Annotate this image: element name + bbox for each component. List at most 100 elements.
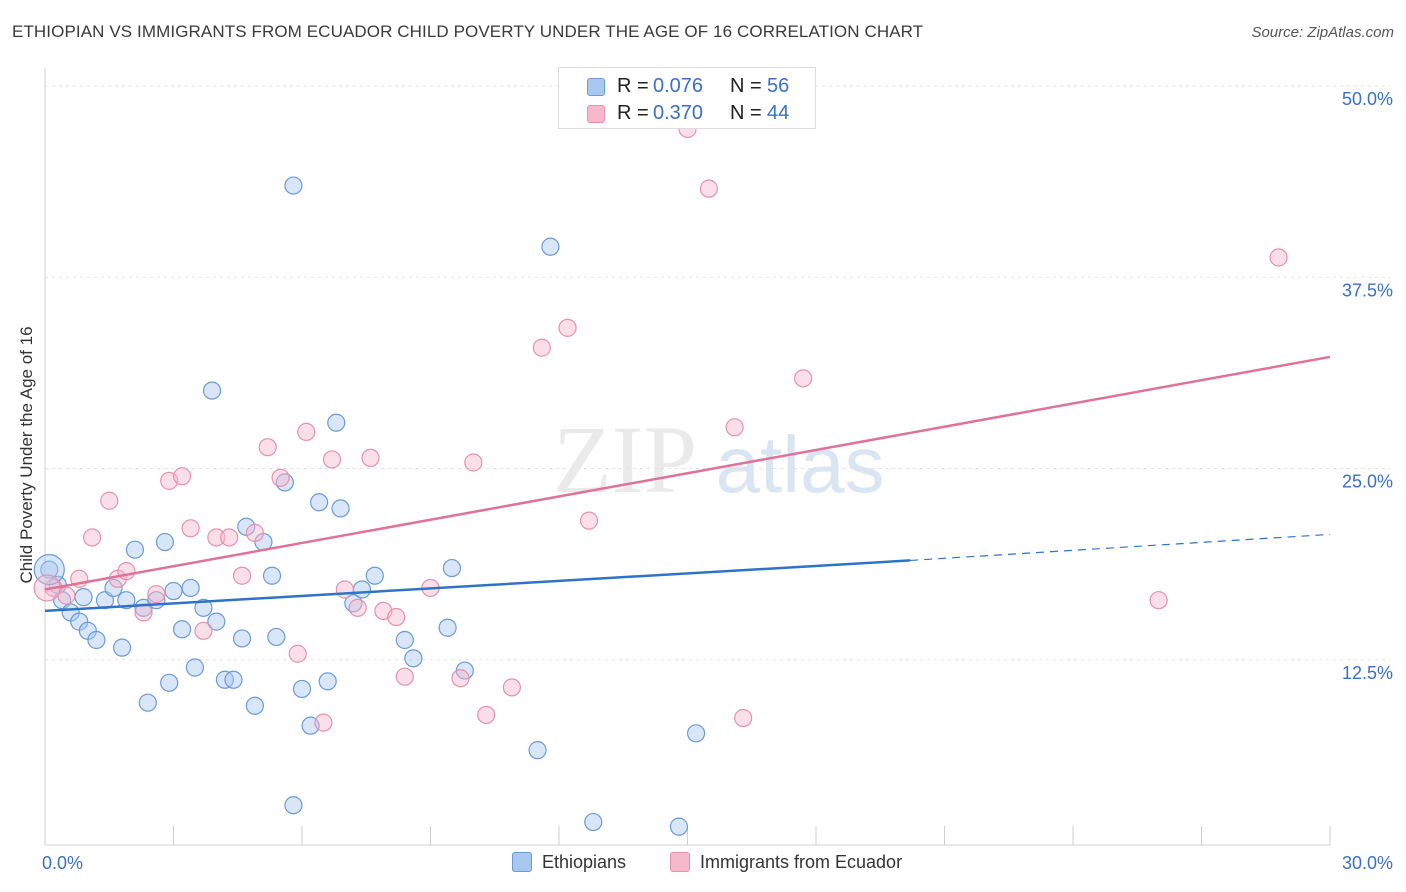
legend-n-value: 56 [767,75,790,97]
y-axis-title: Child Poverty Under the Age of 16 [17,326,36,584]
ethiopian-point [267,627,286,647]
legend-n-label: N = [730,102,762,124]
ethiopian-point [292,679,312,699]
ethiopian-point [117,591,136,610]
y-tick-label: 12.5% [1342,663,1393,683]
ecuador-point [579,511,599,530]
series-legend-ethiopians: Ethiopians [512,852,626,873]
ethiopian-point [686,724,706,743]
ethiopian-point [207,612,226,631]
x-tick-label: 30.0% [1342,853,1393,873]
ecuador-point [1269,248,1288,267]
ecuador-point [194,621,213,640]
tick-labels: 12.5% 25.0% 37.5% 50.0% 0.0% 30.0% [42,89,1393,873]
ethiopian-point [438,618,457,637]
ethiopian-point [87,630,106,650]
ethiopian-point [442,558,462,578]
ethiopian-point [160,673,179,692]
ecuador-point [147,584,166,604]
ecuador-point [558,318,577,337]
y-tick-label: 25.0% [1342,472,1393,492]
legend-r-value: 0.370 [653,102,704,124]
legend-r-label: R = [617,75,649,97]
ecuador-trend-line [44,355,1331,591]
ethiopian-point [584,812,603,832]
series-legend-label: Immigrants from Ecuador [700,852,903,872]
series-legend-swatch [512,852,532,872]
ethiopian-point [125,540,145,559]
ethiopian-point [112,638,132,657]
ethiopian-point [541,237,560,256]
series-legend: Ethiopians Immigrants from Ecuador [0,850,1406,880]
series-legend-label: Ethiopians [542,852,627,872]
ethiopian-point [310,493,329,512]
legend-n-value: 44 [767,102,790,124]
ecuador-point [220,528,239,547]
ecuador-point [464,453,483,472]
ecuador-point [532,338,551,357]
ecuador-point [361,448,380,468]
ecuador-point [477,705,496,725]
y-tick-label: 37.5% [1342,280,1393,300]
ethiopian-point [327,413,346,432]
watermark-atlas: atlas [716,420,885,509]
ethiopian-point [104,578,123,598]
ecuador-point [314,713,333,732]
ethiopian-point [155,532,175,552]
ethiopian-point [284,176,303,195]
ecuador-point [335,580,354,599]
ecuador-point [181,519,200,538]
series-legend-swatch [670,852,690,872]
ecuador-point [502,678,521,697]
ecuador-point [348,598,367,617]
ethiopian-point [404,649,423,668]
ecuador-point [207,528,226,547]
ethiopian-trend-line [44,559,911,613]
ethiopian-point [33,553,65,586]
ethiopian-point [669,817,689,836]
ethiopian-point [194,598,213,617]
ethiopian-point [528,741,547,760]
legend-row-ecuador: R = 0.370 N = 44 [559,99,815,127]
points-layer [33,87,1288,836]
ecuador-point [271,468,290,487]
ecuador-point [100,491,119,510]
legend-row-ethiopians: R = 0.076 N = 56 [559,72,815,100]
ecuador-point [699,179,719,198]
ethiopian-point [284,796,303,815]
ethiopian-point [224,670,243,689]
series-legend-ecuador: Immigrants from Ecuador [670,852,902,873]
ethiopian-point [40,560,59,579]
ethiopian-point [245,696,264,715]
ecuador-point [451,669,470,688]
ecuador-point [172,467,192,486]
ecuador-point [232,566,252,585]
ecuador-point [794,369,813,388]
ethiopian-point [164,581,183,601]
ecuador-point [288,644,307,663]
ethiopian-point [395,630,414,650]
ethiopian-trend-extension [910,533,1331,562]
ecuador-point [725,418,744,437]
legend-swatch-ethiopians [587,78,605,96]
watermark-zip: ZIP [553,406,697,513]
ecuador-point [395,667,414,686]
legend-n-label: N = [730,75,762,97]
ethiopian-point [232,629,252,648]
ethiopian-point [318,672,337,691]
ecuador-point [1149,591,1168,610]
chart-title: ETHIOPIAN VS IMMIGRANTS FROM ECUADOR CHI… [12,22,924,41]
ethiopian-point [202,381,222,400]
trend-layer [44,355,1331,613]
legend-swatch-ecuador [587,105,605,123]
legend-r-value: 0.076 [653,75,704,97]
ecuador-point [258,438,277,457]
ethiopian-point [74,588,93,607]
legend-r-label: R = [617,102,649,124]
ethiopian-point [138,693,157,712]
ecuador-point [83,528,102,547]
ethiopian-point [331,499,350,518]
ecuador-point [322,450,342,469]
ecuador-point [734,708,753,728]
